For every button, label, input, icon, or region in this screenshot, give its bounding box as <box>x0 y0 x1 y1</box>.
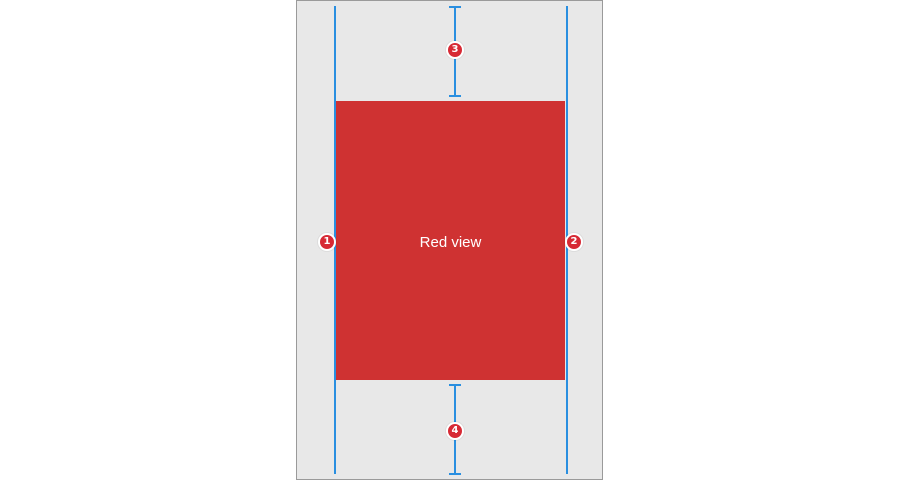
constraint-marker-4: 4 <box>446 422 464 440</box>
red-view-label: Red view <box>419 234 482 251</box>
constraint-marker-3: 3 <box>446 41 464 59</box>
constraint-marker-2: 2 <box>565 233 583 251</box>
red-view <box>336 101 565 380</box>
constraint-marker-1: 1 <box>318 233 336 251</box>
